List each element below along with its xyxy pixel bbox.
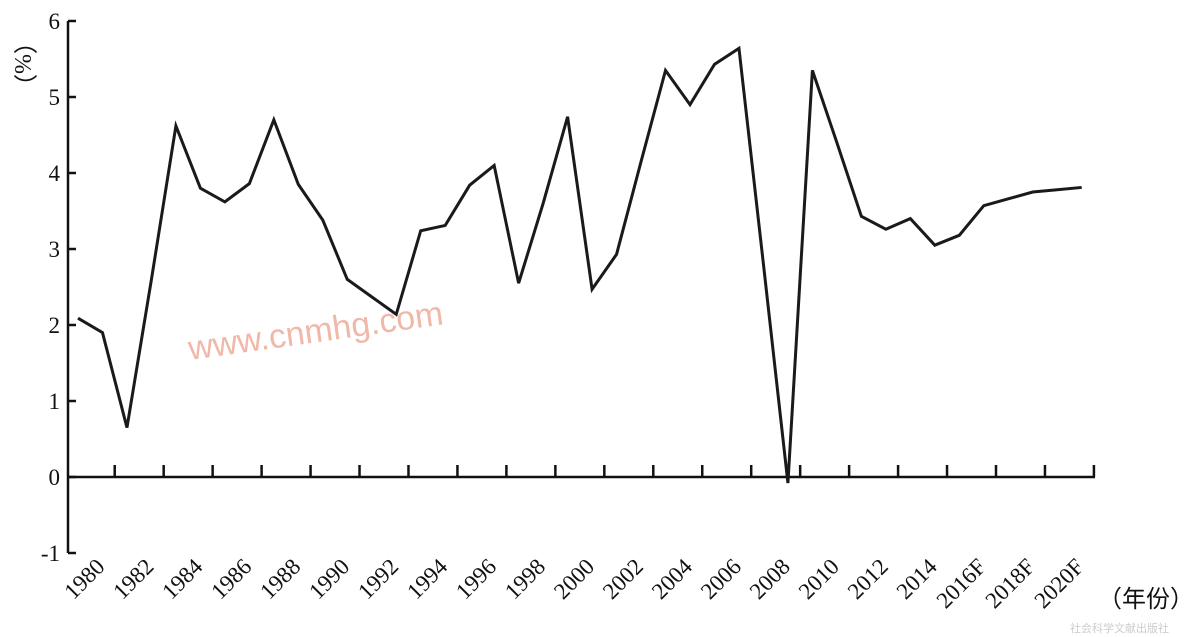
x-tick-label: 2006 <box>696 554 746 604</box>
y-tick-label: 1 <box>49 389 61 414</box>
x-tick-label: 1988 <box>255 554 305 604</box>
x-tick-label: 2008 <box>745 554 795 604</box>
x-tick-label: 2000 <box>549 554 599 604</box>
x-tick-label: 2012 <box>843 554 893 604</box>
x-tick-label: 2004 <box>647 554 698 605</box>
y-tick-label: 6 <box>49 9 61 34</box>
source: 社会科学文献出版社 <box>1070 621 1169 635</box>
x-tick-label: 1996 <box>451 554 501 604</box>
y-axis-label: （%） <box>9 30 37 98</box>
y-tick-label: 0 <box>49 465 61 490</box>
x-tick-label: 1992 <box>353 554 403 604</box>
x-tick-label: 2016F <box>932 554 991 613</box>
x-tick-label: 2020F <box>1029 554 1088 613</box>
watermark: www.cnmhg.com <box>185 295 446 369</box>
x-tick-label: 2002 <box>598 554 648 604</box>
x-tick-label: 1984 <box>157 554 208 605</box>
x-tick-label: 1998 <box>500 554 550 604</box>
x-tick-label: 2018F <box>981 554 1040 613</box>
x-tick-label: 1980 <box>59 554 109 604</box>
x-tick-label: 1994 <box>402 554 453 605</box>
y-tick-label: 4 <box>49 161 61 186</box>
x-tick-label: 1982 <box>108 554 158 604</box>
x-tick-label: 2010 <box>794 554 844 604</box>
y-tick-label: 2 <box>49 313 61 338</box>
x-tick-label: 1986 <box>206 554 256 604</box>
y-tick-label: -1 <box>41 541 60 566</box>
line-series <box>77 45 1082 484</box>
y-tick-label: 5 <box>49 85 61 110</box>
x-axis-label: （年份） <box>1098 586 1194 613</box>
x-tick-label: 1990 <box>304 554 354 604</box>
y-tick-label: 3 <box>49 237 61 262</box>
